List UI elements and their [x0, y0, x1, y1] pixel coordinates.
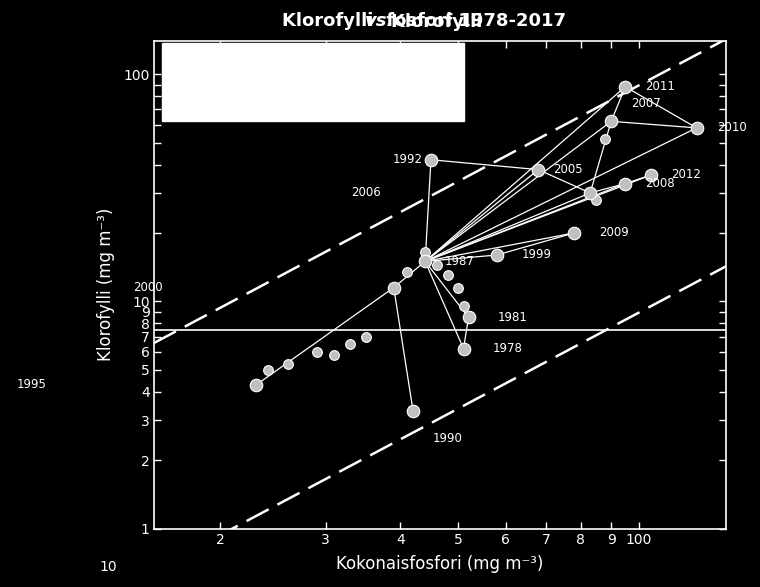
Text: 2006: 2006 [351, 187, 381, 200]
Text: 2008: 2008 [645, 177, 675, 190]
Text: 10: 10 [100, 561, 117, 574]
Text: 2005: 2005 [553, 163, 583, 176]
Text: 1999: 1999 [522, 248, 552, 261]
Text: 2000: 2000 [134, 281, 163, 294]
FancyBboxPatch shape [162, 43, 464, 122]
Text: 1990: 1990 [433, 431, 463, 444]
Text: 2011: 2011 [645, 80, 675, 93]
Text: 1995: 1995 [17, 378, 47, 391]
Text: 1992: 1992 [393, 153, 423, 166]
Y-axis label: Klorofylli (mg m⁻³): Klorofylli (mg m⁻³) [97, 208, 115, 362]
Text: Klorofylli: Klorofylli [283, 12, 380, 29]
Text: 2009: 2009 [599, 227, 629, 239]
Text: 1978: 1978 [493, 342, 523, 355]
Text: 2007: 2007 [632, 97, 661, 110]
Text: Klorofylli: Klorofylli [391, 13, 489, 31]
Text: vs.: vs. [366, 12, 394, 29]
Text: fosfori 1978-2017: fosfori 1978-2017 [380, 12, 566, 29]
Text: 1987: 1987 [445, 255, 475, 268]
Text: 2010: 2010 [717, 122, 746, 134]
Text: 1981: 1981 [498, 311, 528, 324]
X-axis label: Kokonaisfosfori (mg m⁻³): Kokonaisfosfori (mg m⁻³) [336, 555, 543, 573]
Text: 2012: 2012 [671, 168, 701, 181]
